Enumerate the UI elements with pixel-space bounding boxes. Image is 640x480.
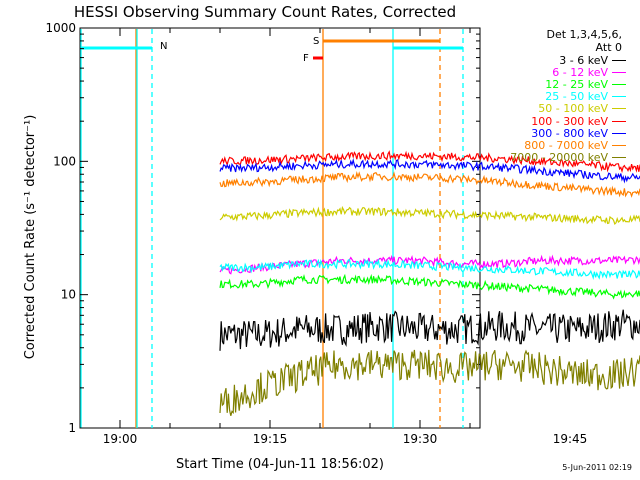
legend-entry: 25 - 50 keV bbox=[480, 90, 630, 104]
legend-label: 7000 - 20000 keV bbox=[510, 151, 608, 165]
legend-entry: 50 - 100 keV bbox=[480, 102, 630, 116]
chart-title: HESSI Observing Summary Count Rates, Cor… bbox=[74, 3, 456, 21]
legend-label: 3 - 6 keV bbox=[559, 53, 608, 67]
x-tick-label: 19:30 bbox=[403, 432, 438, 446]
legend-swatch bbox=[612, 96, 626, 98]
legend-swatch bbox=[612, 71, 626, 73]
legend-label: 800 - 7000 keV bbox=[524, 138, 608, 152]
legend-swatch bbox=[612, 132, 626, 134]
legend-entry: 6 - 12 keV bbox=[480, 65, 630, 79]
annotation-f: F bbox=[303, 53, 309, 64]
y-tick-label: 10 bbox=[61, 288, 76, 302]
legend-entry: 800 - 7000 keV bbox=[480, 138, 630, 152]
legend-label: 300 - 800 keV bbox=[531, 126, 608, 140]
legend-label: 50 - 100 keV bbox=[538, 102, 608, 116]
series-line bbox=[219, 170, 640, 198]
plot-frame bbox=[79, 27, 481, 429]
y-tick-label: 1 bbox=[68, 421, 76, 435]
legend: Det 1,3,4,5,6, Att 0 3 - 6 keV 6 - 12 keV… bbox=[480, 28, 630, 164]
y-tick-label: 1000 bbox=[45, 21, 76, 35]
x-tick-label: 19:45 bbox=[553, 432, 588, 446]
legend-header-attenuator: Att 0 bbox=[595, 41, 622, 54]
plot-area: NSF110100100019:0019:1519:3019:4520:0020… bbox=[45, 21, 640, 446]
legend-entry: 3 - 6 keV bbox=[480, 53, 630, 67]
annotation-s: S bbox=[313, 36, 319, 47]
series-line bbox=[219, 205, 640, 225]
legend-entry: 12 - 25 keV bbox=[480, 77, 630, 91]
y-axis-label: Corrected Count Rate (s⁻¹ detector⁻¹) bbox=[23, 115, 38, 360]
series-line bbox=[219, 349, 640, 416]
legend-label: 12 - 25 keV bbox=[545, 77, 608, 91]
legend-entry: 300 - 800 keV bbox=[480, 126, 630, 140]
legend-header-detectors: Det 1,3,4,5,6, bbox=[546, 28, 622, 41]
generation-timestamp: 5-Jun-2011 02:19 bbox=[562, 463, 632, 472]
legend-swatch bbox=[612, 157, 626, 159]
legend-swatch bbox=[612, 83, 626, 85]
series-line bbox=[219, 309, 640, 351]
legend-label: 100 - 300 keV bbox=[531, 114, 608, 128]
x-tick-label: 19:15 bbox=[253, 432, 288, 446]
legend-swatch bbox=[612, 108, 626, 110]
legend-swatch bbox=[612, 144, 626, 146]
annotation-n: N bbox=[160, 41, 167, 52]
series-line bbox=[219, 273, 640, 300]
legend-swatch bbox=[612, 59, 626, 61]
legend-entry: 100 - 300 keV bbox=[480, 114, 630, 128]
legend-label: 6 - 12 keV bbox=[552, 65, 608, 79]
series-line bbox=[219, 150, 640, 174]
series-line bbox=[219, 157, 640, 184]
x-tick-label: 19:00 bbox=[103, 432, 138, 446]
legend-swatch bbox=[612, 120, 626, 122]
legend-entry: 7000 - 20000 keV bbox=[480, 151, 630, 165]
legend-entries: 3 - 6 keV 6 - 12 keV 12 - 25 keV 25 - 50 ke… bbox=[480, 54, 630, 164]
legend-label: 25 - 50 keV bbox=[545, 90, 608, 104]
y-tick-label: 100 bbox=[53, 154, 76, 168]
series-line bbox=[219, 258, 640, 280]
x-axis-label: Start Time (04-Jun-11 18:56:02) bbox=[176, 457, 384, 472]
